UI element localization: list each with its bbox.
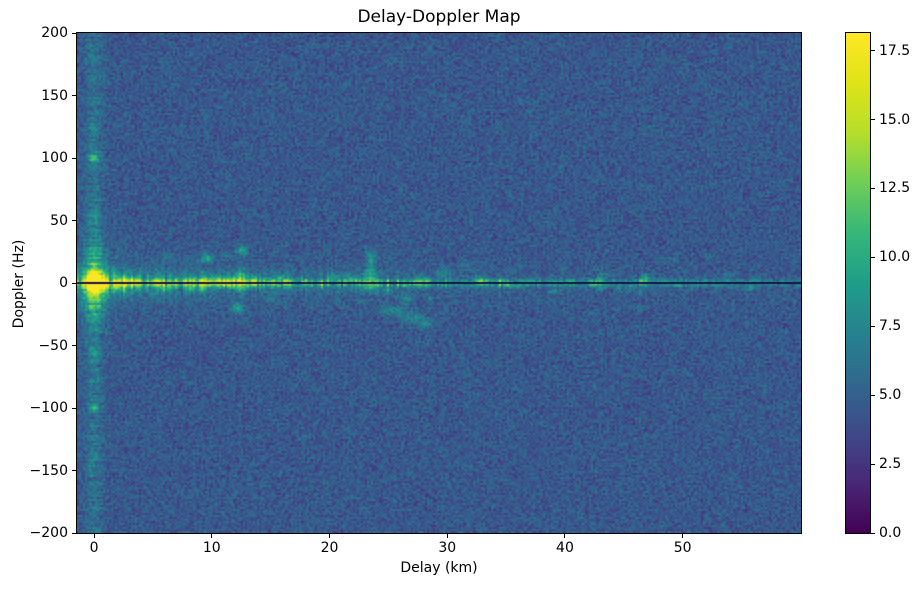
x-tick-mark — [211, 534, 213, 538]
y-tick-label: 100 — [41, 150, 68, 166]
colorbar-tick-mark — [871, 325, 875, 327]
x-tick-label: 10 — [202, 540, 221, 556]
y-tick-mark — [72, 32, 76, 34]
colorbar-tick-mark — [871, 256, 875, 258]
x-tick-label: 40 — [556, 540, 574, 556]
x-tick-label: 20 — [320, 540, 339, 556]
heatmap-canvas — [77, 33, 801, 533]
colorbar-tick-label: 10.0 — [879, 249, 911, 266]
colorbar-tick-label: 17.5 — [879, 42, 911, 59]
x-tick-label: 50 — [673, 540, 692, 556]
colorbar-tick-mark — [871, 394, 875, 396]
colorbar-tick-label: 15.0 — [879, 111, 911, 128]
y-tick-label: 0 — [59, 275, 68, 291]
colorbar-canvas — [846, 33, 870, 533]
colorbar-tick-mark — [871, 532, 875, 534]
plot-area — [76, 32, 802, 534]
x-tick-mark — [682, 534, 684, 538]
y-tick-mark — [72, 470, 76, 471]
colorbar-tick-mark — [871, 187, 875, 189]
x-tick-label: 30 — [438, 540, 457, 556]
y-tick-label: 50 — [50, 212, 68, 229]
colorbar-tick-mark — [871, 119, 875, 121]
colorbar-tick-label: 12.5 — [879, 180, 911, 197]
x-tick-mark — [446, 534, 448, 538]
y-tick-label: 200 — [41, 25, 68, 41]
y-tick-label: −100 — [29, 400, 68, 416]
y-tick-mark — [72, 220, 76, 221]
x-axis-label: Delay (km) — [400, 560, 478, 576]
colorbar-tick-label: 5.0 — [879, 387, 902, 404]
colorbar — [845, 32, 871, 534]
colorbar-tick-label: 0.0 — [879, 525, 902, 541]
x-tick-mark — [329, 534, 331, 538]
y-tick-label: −50 — [38, 337, 68, 354]
plot-title: Delay-Doppler Map — [357, 7, 521, 27]
y-tick-mark — [72, 95, 76, 96]
colorbar-tick-mark — [871, 50, 875, 52]
y-tick-mark — [72, 345, 76, 346]
y-tick-mark — [72, 532, 76, 534]
y-tick-mark — [72, 157, 76, 159]
y-tick-label: −200 — [29, 525, 68, 541]
colorbar-tick-label: 2.5 — [879, 456, 902, 473]
colorbar-tick-mark — [871, 463, 875, 465]
y-axis-label: Doppler (Hz) — [11, 239, 27, 329]
y-tick-mark — [72, 407, 76, 409]
y-tick-mark — [72, 282, 76, 284]
y-tick-label: −150 — [29, 462, 68, 479]
x-tick-label: 0 — [89, 540, 99, 556]
colorbar-tick-label: 7.5 — [879, 318, 902, 335]
y-tick-label: 150 — [41, 87, 68, 104]
x-tick-mark — [564, 534, 566, 538]
x-tick-mark — [93, 534, 95, 538]
